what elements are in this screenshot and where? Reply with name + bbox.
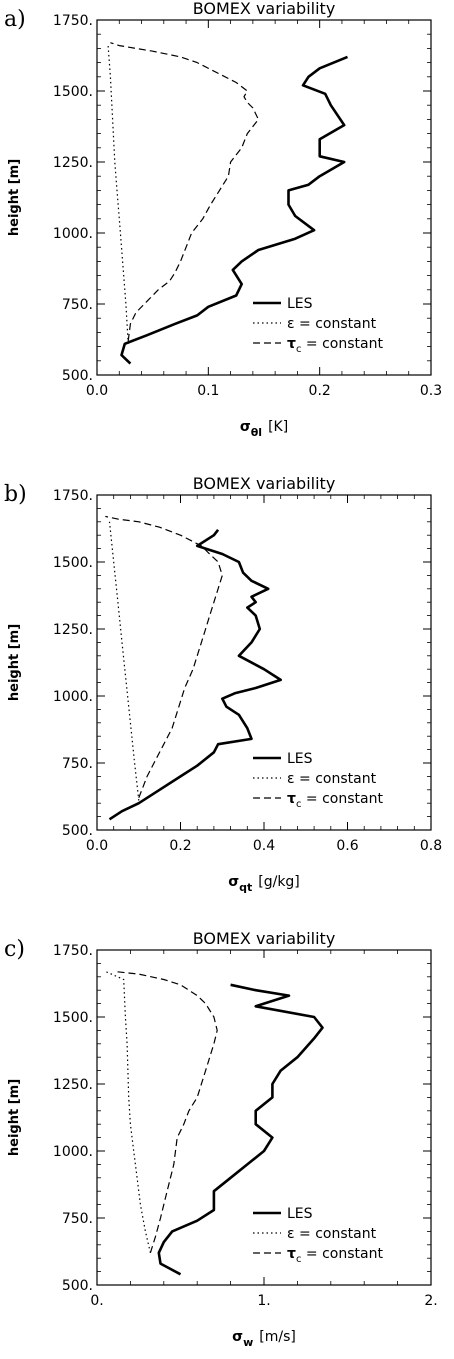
y-tick-label: 1500.	[53, 84, 93, 100]
y-tick-label: 1750.	[53, 13, 93, 29]
legend-label-text: = constant	[301, 791, 383, 807]
x-tick-label: 0.4	[253, 838, 275, 854]
y-tick-label: 1000.	[53, 1144, 93, 1160]
y-tick-label: 1000.	[53, 226, 93, 242]
legend-label-subscript: c	[296, 1254, 302, 1265]
series-line-solid	[108, 529, 283, 821]
series-line-dashed	[113, 970, 218, 1253]
y-tick-label: 500.	[62, 823, 93, 839]
series-line-solid	[120, 55, 348, 365]
legend-label: LES	[287, 751, 313, 767]
y-tick-label: 1000.	[53, 689, 93, 705]
plot-frame	[96, 949, 432, 1286]
x-axis-label-symbol: σ	[232, 1329, 243, 1345]
series-line-dashed	[110, 42, 259, 341]
plot-frame	[96, 494, 432, 831]
y-tick-label: 750.	[62, 756, 93, 772]
chart-panel-3: c) BOMEX variability 0. 1. 2. 500. 750. 1000. 12…	[4, 929, 438, 1349]
x-tick-label: 0.	[90, 1293, 103, 1309]
x-tick-label: 0.3	[420, 383, 442, 399]
x-tick-label: 0.0	[86, 383, 108, 399]
x-axis-label-symbol: σ	[228, 874, 239, 890]
y-tick-label: 1500.	[53, 1010, 93, 1026]
series-line-dotted	[105, 970, 151, 1253]
x-axis-label-subscript: θl	[251, 426, 262, 439]
legend-label-text: = constant	[301, 1246, 383, 1262]
x-axis-label-subscript: qt	[239, 881, 252, 894]
y-tick-label: 1750.	[53, 488, 93, 504]
x-axis-label: σqt [g/kg]	[228, 874, 300, 894]
x-axis-label-unit: [m/s]	[259, 1329, 296, 1345]
legend-label: ε = constant	[287, 316, 377, 332]
legend-label-subscript: c	[296, 344, 302, 355]
y-tick-label: 750.	[62, 297, 93, 313]
y-axis-label: height [m]	[7, 159, 22, 236]
x-tick-label: 0.0	[86, 838, 108, 854]
series-line-solid	[157, 983, 324, 1276]
x-tick-label: 0.8	[420, 838, 442, 854]
series-line-dotted	[107, 45, 129, 344]
x-tick-label: 0.6	[336, 838, 358, 854]
legend-label: τc = constant	[287, 336, 383, 355]
y-tick-label: 1250.	[53, 1077, 93, 1093]
plot-frame	[96, 19, 432, 376]
y-tick-label: 750.	[62, 1211, 93, 1227]
y-axis-label: height [m]	[7, 624, 22, 701]
legend-label: τc = constant	[287, 791, 383, 810]
y-axis-label: height [m]	[7, 1079, 22, 1156]
x-tick-label: 0.2	[309, 383, 331, 399]
legend-label-symbol: τ	[287, 336, 296, 352]
legend-label: ε = constant	[287, 771, 377, 787]
legend-label: τc = constant	[287, 1246, 383, 1265]
legend-label: ε = constant	[287, 1226, 377, 1242]
y-tick-label: 1500.	[53, 555, 93, 571]
x-tick-label: 0.2	[169, 838, 191, 854]
x-tick-label: 0.1	[197, 383, 219, 399]
y-tick-label: 1750.	[53, 943, 93, 959]
chart-panel-2: b) BOMEX variability 0.0 0.2 0.4 0.6 0.8 500. 75…	[4, 474, 442, 894]
panel-label: b)	[4, 482, 27, 507]
x-axis-label-subscript: w	[243, 1336, 253, 1349]
legend-label-symbol: τ	[287, 1246, 296, 1262]
chart-title: BOMEX variability	[193, 474, 336, 493]
series-line-dotted	[108, 521, 140, 801]
x-axis-label-symbol: σ	[240, 419, 251, 435]
y-tick-label: 500.	[62, 1278, 93, 1294]
y-tick-label: 1250.	[53, 155, 93, 171]
legend-label-symbol: τ	[287, 791, 296, 807]
y-tick-label: 1250.	[53, 622, 93, 638]
chart-panel-1: a) BOMEX variability 0.0 0.1 0.2 0.3 500. 750. 1…	[4, 0, 442, 439]
legend-label-subscript: c	[296, 799, 302, 810]
legend-label: LES	[287, 1206, 313, 1222]
x-axis-label: σθl [K]	[240, 419, 288, 439]
x-tick-label: 1.	[257, 1293, 270, 1309]
legend-label-text: = constant	[301, 336, 383, 352]
panel-label: c)	[4, 937, 25, 962]
panel-label: a)	[4, 7, 26, 32]
series-line-dashed	[105, 515, 223, 799]
x-axis-label-unit: [K]	[268, 419, 288, 435]
x-axis-label: σw [m/s]	[232, 1329, 296, 1349]
y-tick-label: 500.	[62, 368, 93, 384]
chart-title: BOMEX variability	[193, 0, 336, 18]
x-axis-label-unit: [g/kg]	[258, 874, 300, 890]
legend-label: LES	[287, 296, 313, 312]
chart-title: BOMEX variability	[193, 929, 336, 948]
x-tick-label: 2.	[424, 1293, 437, 1309]
